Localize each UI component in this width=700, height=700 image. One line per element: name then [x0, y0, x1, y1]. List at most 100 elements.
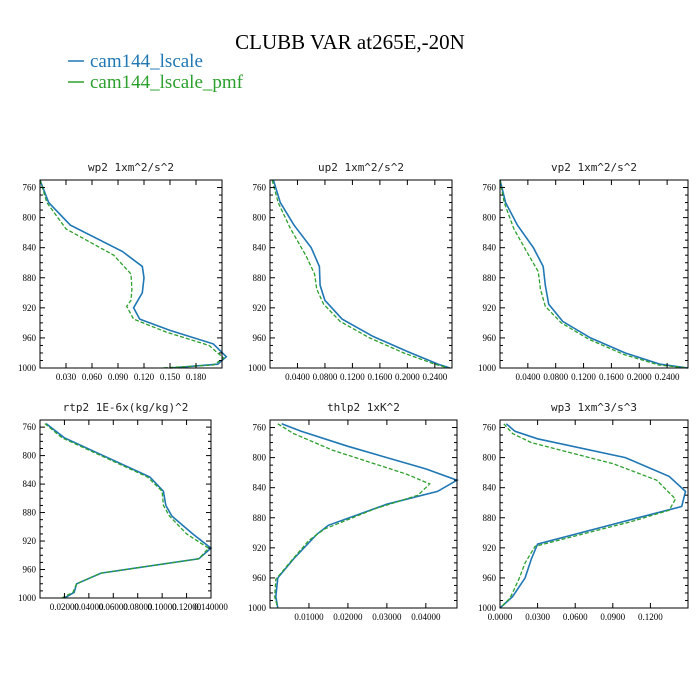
y-tick-label: 1000 — [18, 593, 37, 603]
x-tick-label: 0.0800 — [313, 372, 338, 382]
y-tick-label: 800 — [483, 453, 497, 463]
legend: cam144_lscale cam144_lscale_pmf — [68, 51, 244, 93]
y-tick-label: 920 — [23, 536, 37, 546]
y-tick-label: 880 — [253, 513, 267, 523]
x-tick-label: 0.1600 — [599, 372, 624, 382]
x-tick-label: 0.2400 — [422, 372, 447, 382]
legend-label-lscale: cam144_lscale — [90, 51, 203, 72]
x-tick-label: 0.0000 — [488, 612, 513, 622]
panel-1: wp2 1xm^2/s^2 760 800 840 880 920 960 1000 0.030… — [18, 161, 228, 382]
series-line-lscale-pmf — [44, 423, 210, 599]
y-tick-label: 800 — [23, 213, 37, 223]
x-tick-label: 0.10000 — [148, 602, 178, 612]
x-tick-label: 0.060 — [82, 372, 103, 382]
series-line-lscale-pmf — [274, 423, 431, 609]
y-tick-label: 840 — [253, 483, 267, 493]
x-tick-label: 0.030 — [56, 372, 77, 382]
x-tick-label: 0.120 — [134, 372, 155, 382]
x-tick-label: 0.0800 — [543, 372, 568, 382]
y-tick-label: 1000 — [248, 603, 267, 613]
series-line-lscale — [39, 179, 228, 369]
panel-2: up2 1xm^2/s^2 760 800 840 880 920 960 1000 0.040… — [248, 161, 453, 382]
series-line-lscale-pmf — [271, 179, 449, 369]
y-tick-label: 920 — [253, 303, 267, 313]
y-tick-label: 800 — [23, 451, 37, 461]
y-tick-label: 840 — [23, 243, 37, 253]
x-tick-label: 0.08000 — [123, 602, 153, 612]
x-tick-label: 0.02000 — [50, 602, 80, 612]
panels-grid: wp2 1xm^2/s^2 760 800 840 880 920 960 1000 0.030… — [18, 161, 689, 622]
y-tick-label: 960 — [483, 333, 497, 343]
y-tick-label: 880 — [253, 273, 267, 283]
y-tick-label: 1000 — [248, 363, 267, 373]
x-tick-label: 0.0400 — [515, 372, 540, 382]
series-line-lscale-pmf — [39, 179, 225, 369]
x-tick-label: 0.180 — [186, 372, 207, 382]
y-tick-label: 760 — [483, 183, 497, 193]
x-tick-label: 0.2000 — [395, 372, 420, 382]
x-tick-label: 0.140000 — [194, 602, 228, 612]
y-tick-label: 960 — [23, 565, 37, 575]
x-tick-label: 0.1200 — [340, 372, 365, 382]
y-tick-label: 1000 — [18, 363, 37, 373]
x-tick-label: 0.0400 — [285, 372, 310, 382]
y-tick-label: 920 — [23, 303, 37, 313]
panel-6: wp3 1xm^3/s^3 760 800 840 880 920 960 10000.000… — [478, 401, 689, 622]
y-tick-label: 760 — [23, 422, 37, 432]
series-line-lscale — [499, 423, 687, 609]
x-tick-label: 0.03000 — [372, 612, 402, 622]
plot-frame — [39, 419, 212, 599]
plot-frame — [269, 419, 458, 609]
plot-frame — [499, 419, 689, 609]
x-tick-label: 0.04000 — [74, 602, 104, 612]
plot-frame — [499, 179, 689, 369]
y-tick-label: 920 — [483, 543, 497, 553]
series-line-lscale — [274, 423, 459, 609]
y-tick-label: 880 — [23, 273, 37, 283]
x-tick-label: 0.12000 — [172, 602, 202, 612]
x-tick-label: 0.02000 — [333, 612, 363, 622]
y-tick-label: 840 — [23, 479, 37, 489]
panel-title: wp2 1xm^2/s^2 — [88, 161, 174, 174]
x-tick-label: 0.2400 — [655, 372, 680, 382]
y-tick-label: 960 — [483, 573, 497, 583]
panel-title: thlp2 1xK^2 — [327, 401, 400, 414]
y-tick-label: 920 — [483, 303, 497, 313]
panel-4: rtp2 1E-6x(kg/kg)^2 760 800 840 880 920 960 100… — [18, 401, 228, 612]
x-tick-label: 0.2000 — [627, 372, 652, 382]
y-tick-label: 960 — [253, 573, 267, 583]
panel-title: wp3 1xm^3/s^3 — [551, 401, 637, 414]
y-tick-label: 880 — [483, 273, 497, 283]
x-tick-label: 0.1200 — [571, 372, 596, 382]
panel-title: vp2 1xm^2/s^2 — [551, 161, 637, 174]
y-tick-label: 960 — [253, 333, 267, 343]
y-tick-label: 1000 — [478, 603, 497, 613]
x-tick-label: 0.090 — [108, 372, 129, 382]
series-line-lscale — [499, 179, 689, 369]
y-tick-label: 840 — [483, 483, 497, 493]
x-tick-label: 0.01000 — [294, 612, 324, 622]
plot-frame — [269, 179, 453, 369]
y-tick-label: 880 — [23, 508, 37, 518]
panel-5: thlp2 1xK^2 760 800 840 880 920 960 1000 0.01000… — [248, 401, 459, 622]
plot-frame — [39, 179, 223, 369]
y-tick-label: 800 — [253, 453, 267, 463]
y-tick-label: 800 — [253, 213, 267, 223]
y-tick-label: 840 — [483, 243, 497, 253]
figure-title: CLUBB VAR at265E,-20N — [235, 30, 465, 54]
y-tick-label: 760 — [483, 423, 497, 433]
y-tick-label: 840 — [253, 243, 267, 253]
y-tick-label: 920 — [253, 543, 267, 553]
y-tick-label: 760 — [253, 183, 267, 193]
x-tick-label: 0.150 — [160, 372, 181, 382]
y-tick-label: 800 — [483, 213, 497, 223]
x-tick-label: 0.0600 — [563, 612, 588, 622]
panel-3: vp2 1xm^2/s^2 760 800 840 880 920 960 1000 0.040… — [478, 161, 689, 382]
series-line-lscale — [272, 179, 451, 369]
series-line-lscale-pmf — [499, 179, 689, 369]
panel-title: up2 1xm^2/s^2 — [318, 161, 404, 174]
panel-title: rtp2 1E-6x(kg/kg)^2 — [63, 401, 189, 414]
x-tick-label: 0.0900 — [600, 612, 625, 622]
y-tick-label: 880 — [483, 513, 497, 523]
